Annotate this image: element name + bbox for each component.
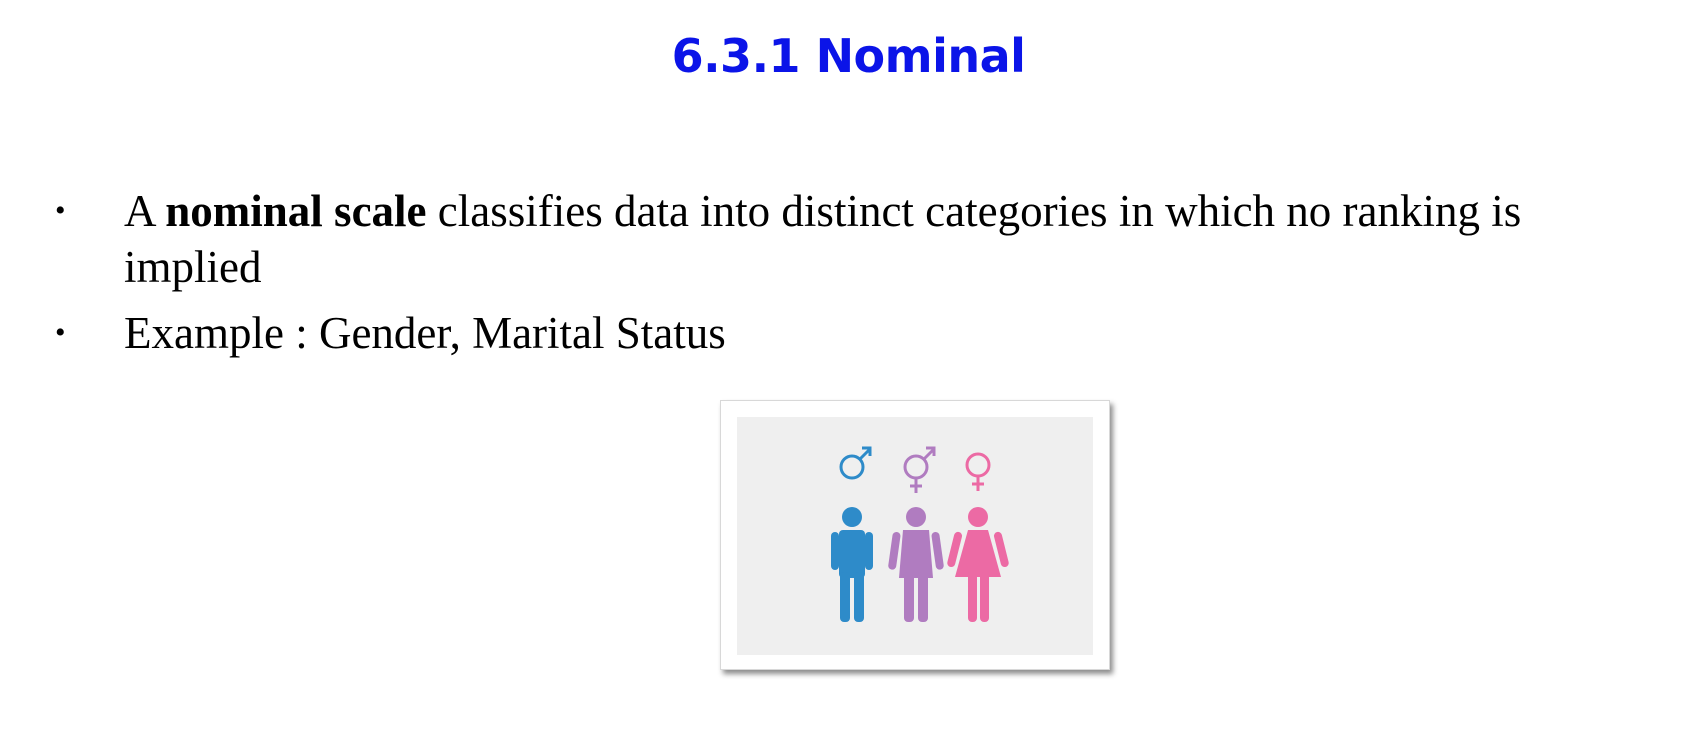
bullet-lead-text: A xyxy=(124,186,166,236)
bullet-item-definition: • A nominal scale classifies data into di… xyxy=(0,183,1697,295)
bullet-emphasis-text: nominal scale xyxy=(165,186,427,236)
slide-title: 6.3.1 Nominal xyxy=(671,29,1026,83)
bullet-item-example: • Example : Gender, Marital Status xyxy=(0,305,1697,361)
female-figure-icon xyxy=(947,507,1009,622)
intersex-symbol-icon xyxy=(903,446,936,493)
bullet-list: • A nominal scale classifies data into di… xyxy=(0,183,1697,361)
bullet-marker: • xyxy=(55,194,66,227)
gender-illustration xyxy=(831,446,1009,622)
bullet-rest-text: classifies data into distinct categories… xyxy=(124,186,1522,292)
gender-figure xyxy=(720,400,1110,670)
bullet-example-text: Example : Gender, Marital Status xyxy=(124,308,726,358)
intersex-figure-icon xyxy=(888,507,944,622)
bullet-marker: • xyxy=(55,316,66,349)
male-symbol-icon xyxy=(839,446,872,480)
gender-figure-background xyxy=(737,417,1093,655)
female-symbol-icon xyxy=(965,452,991,491)
male-figure-icon xyxy=(831,507,873,622)
